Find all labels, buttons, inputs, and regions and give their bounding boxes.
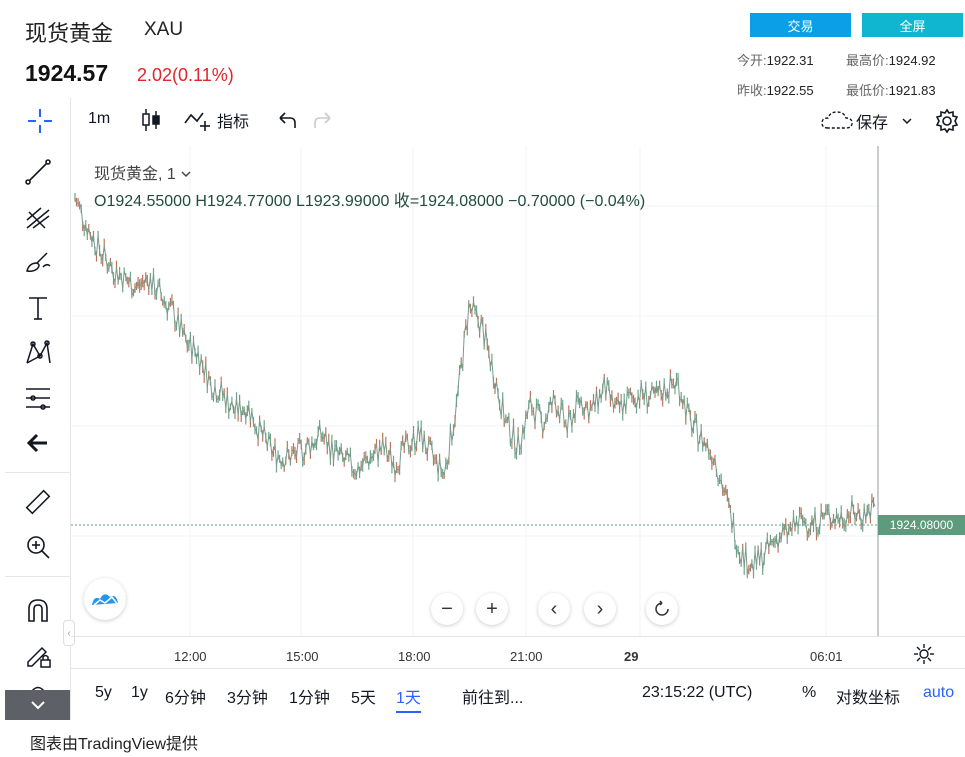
toolbar-toggle-handle[interactable]: ‹ xyxy=(63,620,75,646)
reset-icon xyxy=(655,600,669,616)
collapse-tools-button[interactable] xyxy=(5,690,70,720)
axis-settings-icon[interactable] xyxy=(912,642,936,671)
drawing-toolbar xyxy=(5,98,71,720)
time-axis-tick: 18:00 xyxy=(398,649,431,664)
measure-lines-icon[interactable] xyxy=(20,380,56,416)
pattern-tool-icon[interactable] xyxy=(20,335,56,371)
lock-drawing-icon[interactable] xyxy=(20,637,56,673)
trend-line-icon[interactable] xyxy=(20,154,56,190)
goto-date-button[interactable]: 前往到... xyxy=(462,690,524,707)
stat-low: 最低价:1921.83 xyxy=(846,83,936,98)
stat-high: 最高价:1924.92 xyxy=(846,53,936,68)
settings-gear-icon[interactable] xyxy=(934,108,960,134)
fullscreen-button[interactable]: 全屏 xyxy=(862,13,963,37)
brush-icon[interactable] xyxy=(20,244,56,280)
time-axis-tick: 29 xyxy=(624,649,639,664)
range-button[interactable]: 3分钟 xyxy=(227,690,268,707)
reset-chart-button[interactable] xyxy=(646,593,678,625)
magnet-icon[interactable] xyxy=(20,592,56,628)
ruler-icon[interactable] xyxy=(20,484,56,520)
time-axis-tick: 12:00 xyxy=(174,649,207,664)
candle-style-icon[interactable] xyxy=(140,107,162,133)
log-scale-toggle[interactable]: 对数坐标 xyxy=(836,690,901,707)
footer-credit: 图表由TradingView提供 xyxy=(30,736,199,753)
auto-scale-toggle[interactable]: auto xyxy=(923,684,955,701)
instrument-title: 现货黄金 xyxy=(25,21,114,46)
price-line xyxy=(74,197,876,575)
save-button[interactable]: 保存 xyxy=(820,109,914,133)
clock-display[interactable]: 23:15:22 (UTC) xyxy=(642,684,753,701)
range-button[interactable]: 5天 xyxy=(351,690,376,707)
undo-icon[interactable] xyxy=(276,111,298,131)
indicators-icon xyxy=(184,112,210,131)
range-button[interactable]: 1y xyxy=(131,684,148,701)
scroll-left-button[interactable]: ‹ xyxy=(538,593,570,625)
range-button[interactable]: 1分钟 xyxy=(289,690,330,707)
instrument-symbol: XAU xyxy=(144,19,184,40)
time-axis-tick: 06:01 xyxy=(810,649,843,664)
price-change: 2.02(0.11%) xyxy=(137,65,234,85)
save-label: 保存 xyxy=(856,115,889,132)
percent-scale-toggle[interactable]: % xyxy=(802,684,817,701)
crosshair-tool-icon[interactable] xyxy=(25,106,55,136)
cloud-icon xyxy=(821,111,853,129)
text-tool-icon[interactable] xyxy=(20,290,56,326)
arrow-left-icon[interactable] xyxy=(20,425,56,461)
chevron-down-icon xyxy=(902,118,912,125)
stat-open: 今开:1922.31 xyxy=(737,53,814,68)
interval-selector[interactable]: 1m xyxy=(88,110,111,127)
range-button[interactable]: 5y xyxy=(95,684,112,701)
last-price-tag: 1924.08000 xyxy=(878,515,965,535)
time-axis-tick: 15:00 xyxy=(286,649,319,664)
current-price: 1924.57 xyxy=(25,60,109,86)
indicators-label: 指标 xyxy=(217,114,250,131)
price-series xyxy=(74,192,876,579)
price-chart[interactable] xyxy=(71,146,879,636)
tradingview-logo[interactable] xyxy=(84,578,126,620)
zoom-out-button[interactable]: − xyxy=(431,593,463,625)
zoom-in-button[interactable]: + xyxy=(476,593,508,625)
chevron-down-icon xyxy=(30,701,45,710)
indicators-button[interactable]: 指标 xyxy=(183,107,249,133)
stat-prev-close: 昨收:1922.55 xyxy=(737,83,814,98)
trade-button[interactable]: 交易 xyxy=(750,13,851,37)
time-axis-tick: 21:00 xyxy=(510,649,543,664)
legend-ohlc: O1924.55000 H1924.77000 L1923.99000 收=19… xyxy=(94,193,646,210)
pitchfork-icon[interactable] xyxy=(20,199,56,235)
redo-icon[interactable] xyxy=(312,111,334,131)
scroll-right-button[interactable]: › xyxy=(584,593,616,625)
legend-symbol[interactable]: 现货黄金, 1 xyxy=(94,160,192,184)
zoom-in-icon[interactable] xyxy=(20,529,56,565)
range-button[interactable]: 6分钟 xyxy=(165,690,206,707)
chevron-down-icon xyxy=(181,171,191,178)
range-button[interactable]: 1天 xyxy=(396,684,421,713)
